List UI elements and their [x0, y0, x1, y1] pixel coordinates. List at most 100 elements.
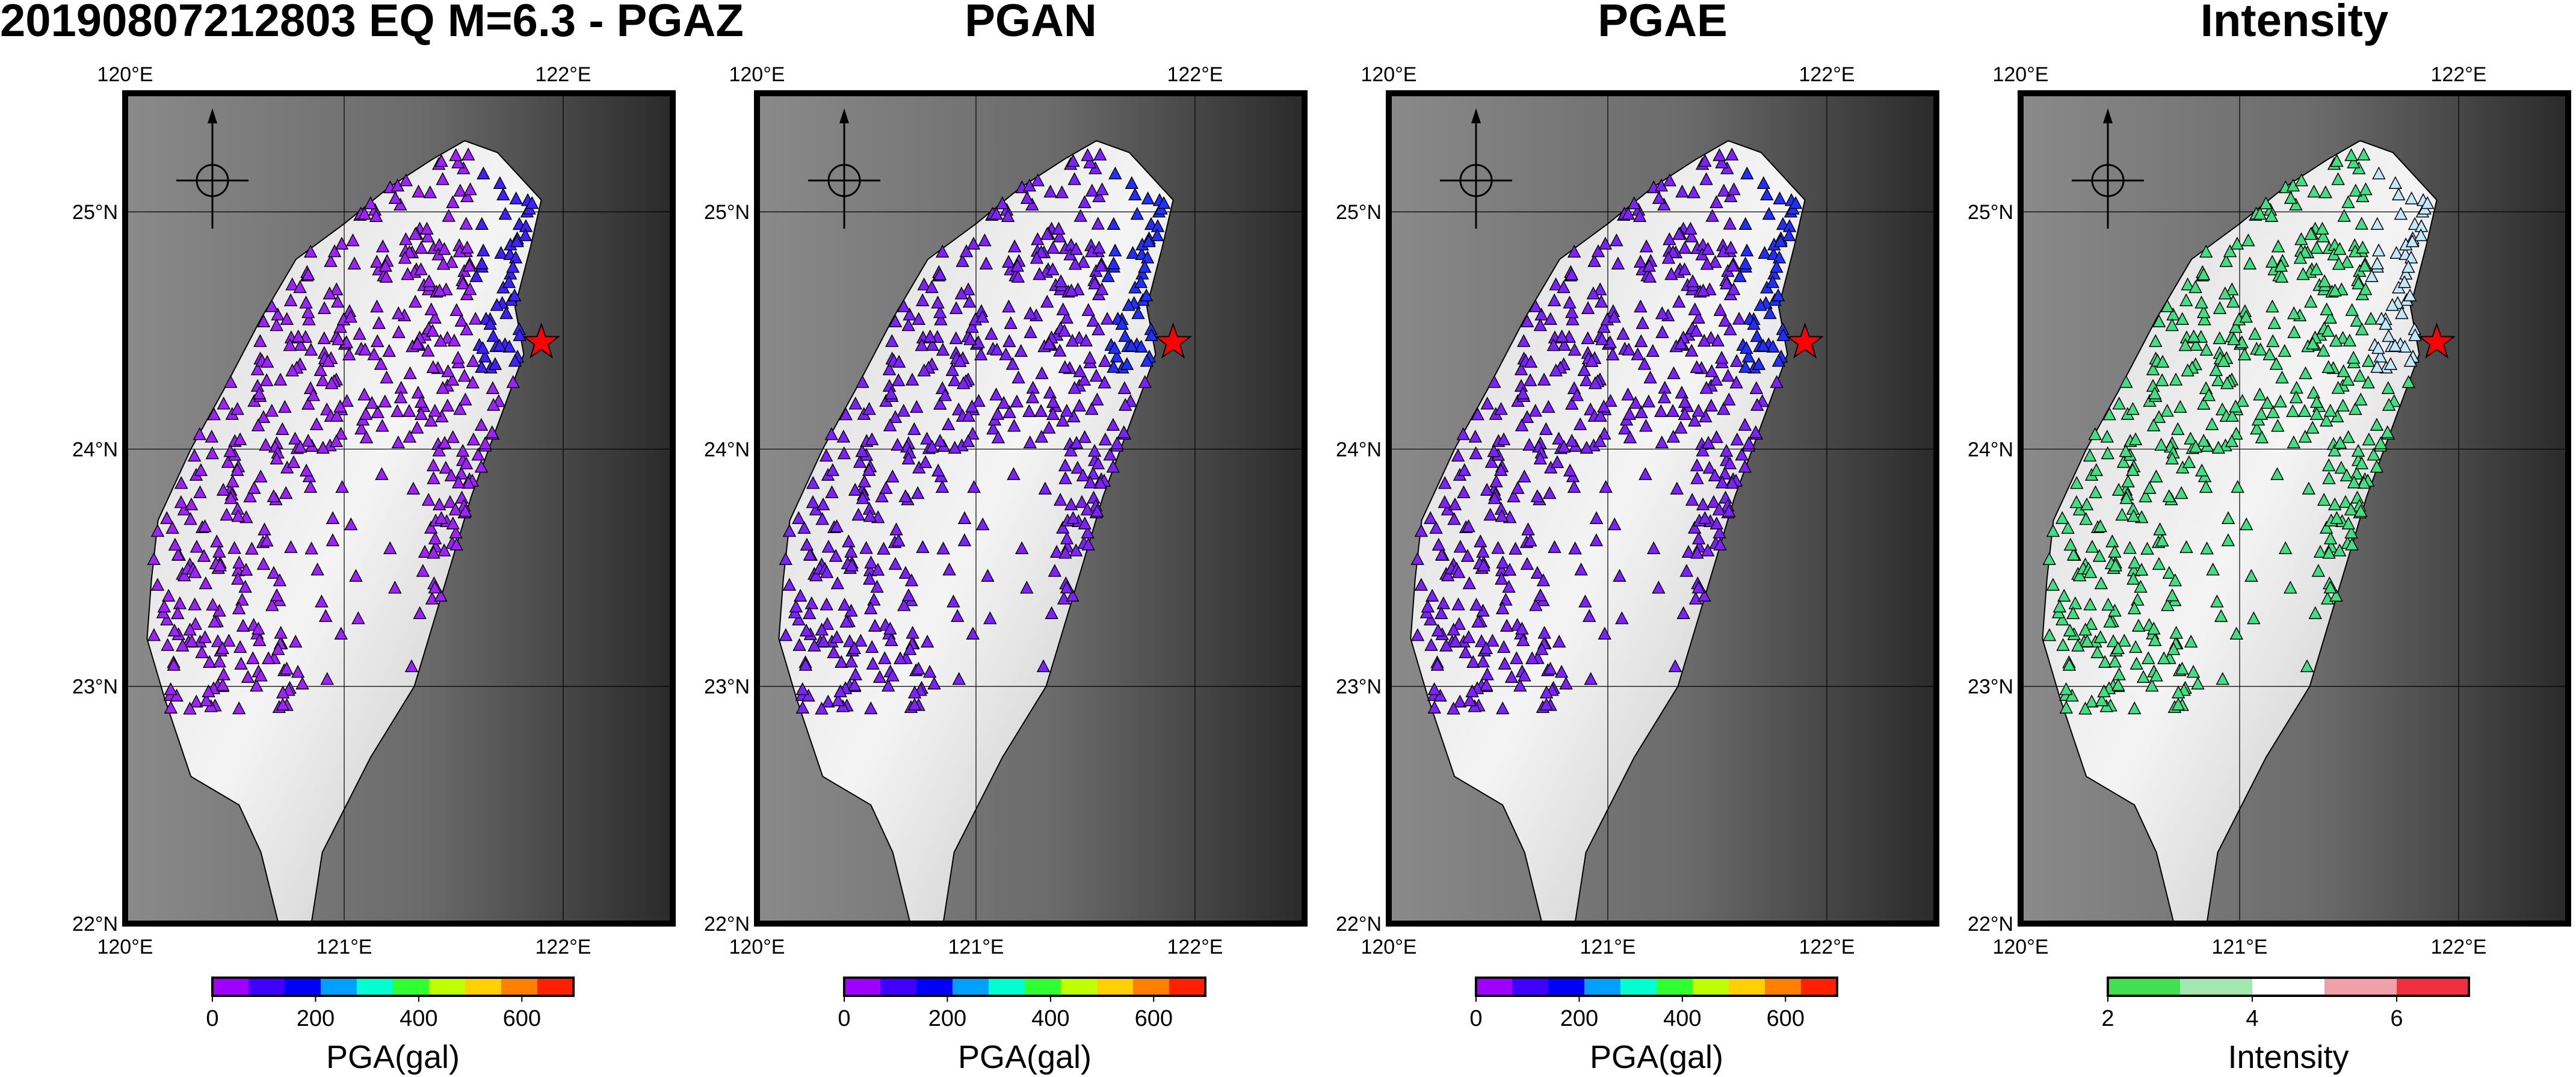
station-marker — [816, 497, 830, 511]
station-marker — [1690, 471, 1704, 484]
map-frame — [122, 90, 676, 927]
station-marker — [374, 357, 388, 370]
station-marker — [414, 262, 428, 276]
station-marker — [2404, 250, 2418, 264]
station-marker — [477, 166, 490, 180]
station-marker — [1052, 221, 1066, 235]
colorbar-segment — [537, 978, 574, 996]
station-marker — [2095, 693, 2109, 706]
station-marker — [434, 511, 448, 524]
station-marker — [1150, 228, 1164, 241]
station-marker — [1429, 520, 1443, 534]
station-marker — [234, 656, 248, 670]
station-marker — [2200, 541, 2214, 555]
station-marker — [1622, 342, 1636, 356]
station-marker — [357, 387, 371, 401]
station-marker — [2289, 390, 2303, 404]
station-marker — [933, 267, 947, 280]
station-marker — [1040, 294, 1054, 308]
station-marker — [795, 682, 809, 696]
station-marker — [1078, 430, 1092, 443]
station-marker — [254, 469, 268, 483]
station-marker — [901, 318, 915, 332]
station-marker — [848, 483, 862, 496]
station-marker — [1763, 306, 1777, 319]
station-marker — [488, 357, 502, 370]
station-marker — [2220, 376, 2234, 389]
station-marker — [2195, 463, 2209, 477]
station-marker — [2315, 221, 2329, 235]
station-marker — [2298, 430, 2312, 443]
station-marker — [990, 342, 1004, 356]
station-marker — [2046, 523, 2060, 537]
station-marker — [1025, 390, 1040, 404]
station-marker — [2119, 444, 2133, 457]
station-marker — [457, 369, 472, 382]
station-marker — [188, 617, 203, 630]
station-marker — [1065, 333, 1080, 347]
station-marker — [188, 597, 202, 611]
colorbar-segment — [1476, 978, 1513, 996]
station-marker — [1688, 302, 1702, 315]
station-marker — [299, 295, 313, 309]
lon-tick-label: 122°E — [1799, 63, 1855, 86]
station-marker — [294, 338, 307, 351]
station-marker — [1675, 184, 1689, 198]
station-marker — [1083, 475, 1098, 489]
station-marker — [956, 376, 971, 389]
station-marker — [1782, 228, 1796, 241]
station-marker — [1740, 166, 1754, 180]
station-marker — [877, 542, 891, 555]
station-marker — [1471, 614, 1485, 628]
station-marker — [782, 523, 797, 537]
station-marker — [2344, 502, 2358, 516]
station-marker — [1496, 555, 1510, 569]
station-marker — [1068, 257, 1083, 270]
station-marker — [2336, 398, 2350, 412]
station-marker — [795, 700, 810, 714]
station-marker — [1066, 588, 1080, 602]
station-marker — [1131, 306, 1145, 319]
station-marker — [1460, 549, 1475, 562]
station-marker — [2179, 540, 2193, 554]
station-marker — [390, 404, 404, 418]
station-marker — [2046, 578, 2060, 591]
station-marker — [1563, 295, 1577, 309]
station-marker — [295, 676, 309, 690]
station-marker — [1518, 668, 1531, 682]
station-marker — [382, 344, 397, 357]
station-marker — [391, 306, 406, 319]
station-marker — [1613, 569, 1626, 582]
station-marker — [391, 435, 406, 449]
station-marker — [451, 351, 465, 364]
station-marker — [1678, 407, 1692, 420]
station-marker — [2327, 497, 2342, 511]
station-marker — [2188, 440, 2203, 453]
station-marker — [2211, 440, 2226, 454]
station-marker — [2146, 418, 2161, 431]
colorbar-segment — [1801, 978, 1838, 996]
station-marker — [1654, 404, 1668, 418]
station-marker — [1528, 299, 1543, 312]
station-marker — [966, 427, 980, 440]
station-marker — [443, 495, 457, 508]
station-marker — [330, 409, 344, 422]
station-marker — [1598, 236, 1613, 250]
station-marker — [221, 455, 235, 468]
station-marker — [1593, 434, 1607, 448]
station-marker — [830, 519, 844, 532]
station-marker — [903, 307, 916, 321]
colorbar-segment — [1729, 978, 1765, 996]
station-marker — [2078, 622, 2092, 636]
station-marker — [510, 234, 524, 247]
station-marker — [938, 388, 953, 401]
station-marker — [891, 373, 906, 386]
station-marker — [330, 294, 345, 308]
station-marker — [483, 316, 497, 330]
station-marker — [952, 671, 966, 685]
station-marker — [370, 334, 385, 347]
station-marker — [394, 197, 407, 211]
station-marker — [2149, 469, 2163, 483]
station-marker — [1514, 362, 1528, 375]
